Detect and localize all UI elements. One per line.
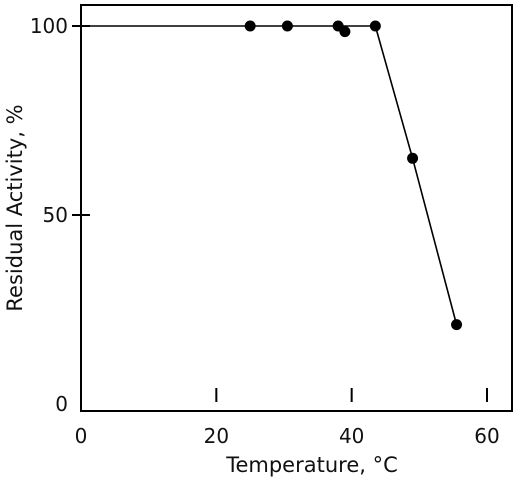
y-axis-label: Residual Activity, % [3, 104, 27, 311]
data-point-6 [451, 319, 463, 331]
data-point-3 [339, 26, 351, 38]
data-point-0 [244, 20, 256, 32]
x-axis-label: Temperature, °C [225, 453, 398, 477]
data-point-4 [369, 20, 381, 32]
series-line-layer [374, 25, 458, 325]
plot-frame [80, 4, 513, 412]
series-decline-line [374, 25, 458, 325]
data-point-5 [407, 152, 419, 164]
x-tick-label-60: 60 [474, 424, 499, 448]
y-tick-label-50: 50 [43, 203, 68, 227]
y-tick-label-0: 0 [55, 392, 68, 416]
x-tick-label-0: 0 [75, 424, 88, 448]
x-axis-ticks: 0 20 40 60 [75, 388, 500, 448]
data-point-1 [281, 20, 293, 32]
y-tick-label-100: 100 [30, 14, 68, 38]
x-tick-label-20: 20 [204, 424, 229, 448]
x-tick-label-40: 40 [339, 424, 364, 448]
data-points-layer [244, 20, 463, 331]
y-axis-ticks: 0 50 100 [30, 14, 90, 416]
